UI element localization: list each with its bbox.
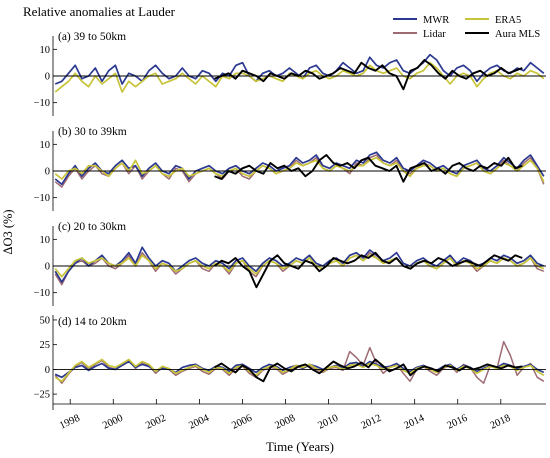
x-axis-title: Time (Years)	[266, 439, 334, 454]
legend-label-era5: ERA5	[495, 15, 521, 26]
panel-a-label: (a) 39 to 50km	[58, 31, 126, 43]
y-axis-title: ΔO3 (%)	[1, 209, 15, 254]
xtick-label: 2018	[489, 413, 513, 432]
chart-title: Relative anomalies at Lauder	[23, 4, 176, 19]
xtick-label: 2014	[402, 412, 426, 431]
panel-d-line-aura-mls	[214, 358, 523, 383]
xtick-label: 2006	[230, 413, 254, 432]
xtick-label: 2010	[316, 413, 340, 432]
legend: MWR ERA5 Lidar Aura MLS	[393, 15, 540, 40]
panel-b-series	[54, 151, 545, 188]
xtick-label: 2004	[187, 412, 211, 431]
panel-a: (a) 39 to 50km −10 0 10	[34, 31, 546, 116]
panel-c-ytick-label: 0	[45, 262, 50, 273]
panel-d-ytick-label: 25	[40, 340, 51, 351]
xtick-label: 2002	[144, 413, 168, 432]
panel-d-ytick-label: −25	[34, 390, 50, 401]
panel-a-line-era5	[54, 61, 545, 93]
panel-c: (c) 20 to 30km −10 0 10	[34, 221, 546, 306]
panel-b-ytick-label: −10	[34, 193, 50, 204]
panel-d-line-era5	[54, 358, 545, 383]
legend-label-aura-mls: Aura MLS	[495, 29, 540, 40]
panel-a-ytick-label: 10	[40, 45, 51, 56]
panel-c-y-axis: −10 0 10	[34, 226, 57, 306]
panel-c-label: (c) 20 to 30km	[58, 221, 126, 233]
panel-d-y-axis: −25 0 25 50	[34, 315, 57, 410]
panel-a-series	[54, 53, 545, 93]
xtick-label: 2000	[101, 413, 125, 432]
panel-d-label: (d) 14 to 20km	[58, 316, 127, 328]
panel-b: (b) 30 to 39km −10 0 10	[34, 126, 546, 211]
panel-c-series	[54, 246, 545, 289]
panel-d: (d) 14 to 20km −25 0 25 50	[34, 315, 546, 410]
xtick-label: 2012	[359, 413, 383, 432]
legend-label-lidar: Lidar	[423, 29, 446, 40]
x-axis: 1998 2000 2002 2004 2006 2008 2010 2012 …	[53, 399, 546, 432]
panel-c-ytick-label: 10	[40, 235, 51, 246]
panel-a-ytick-label: 0	[45, 72, 50, 83]
panel-a-ytick-label: −10	[34, 98, 50, 109]
panel-b-ytick-label: 0	[45, 167, 50, 178]
panel-b-y-axis: −10 0 10	[34, 131, 57, 211]
panel-b-line-mwr	[54, 151, 545, 186]
panel-b-line-era5	[54, 156, 545, 183]
panel-c-line-mwr	[54, 246, 545, 283]
panel-d-ytick-label: 0	[45, 365, 50, 376]
xtick-label: 1998	[58, 413, 82, 432]
xtick-label: 2008	[273, 413, 297, 432]
panel-b-line-aura-mls	[214, 154, 523, 183]
panel-d-series	[54, 340, 545, 384]
panel-c-line-aura-mls	[213, 251, 523, 289]
panel-a-line-aura-mls	[214, 59, 523, 91]
panel-c-ytick-label: −10	[34, 288, 50, 299]
xtick-label: 2016	[446, 413, 470, 432]
panel-a-y-axis: −10 0 10	[34, 36, 57, 116]
panel-a-line-mwr	[54, 53, 545, 85]
legend-label-mwr: MWR	[423, 15, 449, 26]
panel-b-ytick-label: 10	[40, 140, 51, 151]
panel-b-label: (b) 30 to 39km	[58, 126, 127, 138]
panel-d-ytick-label: 50	[40, 315, 51, 326]
